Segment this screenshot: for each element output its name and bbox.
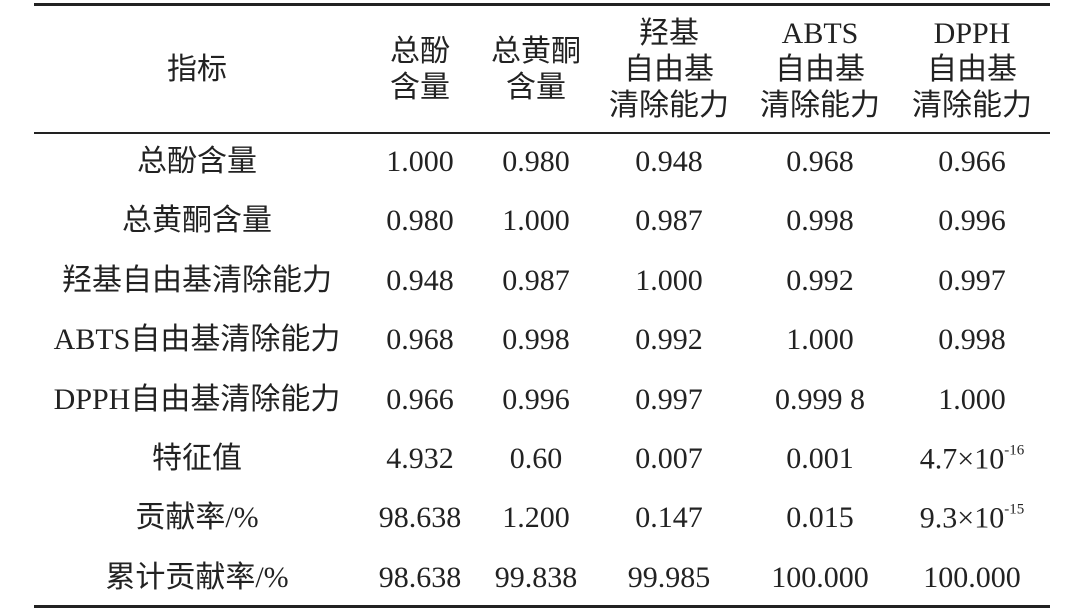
row-label: 羟基自由基清除能力 <box>62 263 332 297</box>
cell: 0.980 <box>386 204 454 238</box>
row-label: DPPH自由基清除能力 <box>53 382 341 416</box>
cell: 0.147 <box>635 501 703 535</box>
cell: 0.948 <box>635 145 703 178</box>
cell: 98.638 <box>378 501 462 535</box>
cell: 1.200 <box>502 501 570 535</box>
row-label: 总酚含量 <box>137 145 257 178</box>
cell: 0.998 <box>786 204 854 238</box>
cell: 0.998 <box>502 323 570 357</box>
header-cell: 清除能力 <box>609 89 729 122</box>
cell: 1.000 <box>786 323 854 357</box>
cell: 1.000 <box>938 382 1006 416</box>
cell: 0.997 <box>938 263 1006 297</box>
superscript: -16 <box>1004 442 1025 459</box>
cell: 0.987 <box>635 204 703 238</box>
header-cell: 总酚 <box>390 35 450 68</box>
header-cell: 清除能力 <box>760 89 880 122</box>
cell: 99.838 <box>494 560 578 594</box>
cell: 99.985 <box>627 560 711 594</box>
cell: 0.60 <box>509 442 563 475</box>
superscript: -15 <box>1004 501 1025 518</box>
row-label: 特征值 <box>152 442 242 475</box>
header-cell: 指标 <box>167 53 227 86</box>
cell: 0.968 <box>786 145 854 178</box>
cell: 0.999 8 <box>775 382 865 416</box>
cell: 100.000 <box>923 560 1021 594</box>
cell: 9.3×10-15 <box>919 501 1025 535</box>
cell: 0.948 <box>386 263 454 297</box>
cell: 1.000 <box>386 145 454 178</box>
header-cell: 含量 <box>390 71 450 104</box>
cell: 0.966 <box>938 145 1006 178</box>
cell: 0.996 <box>502 382 570 416</box>
cell: 1.000 <box>502 204 570 238</box>
cell: 0.997 <box>635 382 703 416</box>
header-cell: 自由基 <box>775 53 865 86</box>
header-cell: 自由基 <box>927 53 1017 86</box>
top-rule <box>34 3 1050 6</box>
bottom-rule <box>34 605 1050 608</box>
cell: 0.968 <box>386 323 454 357</box>
row-label: 贡献率/% <box>135 501 259 535</box>
header-cell: ABTS <box>781 17 859 50</box>
row-label: 总黄酮含量 <box>122 204 272 238</box>
cell: 1.000 <box>635 263 703 297</box>
header-cell: 自由基 <box>624 53 714 86</box>
row-label: ABTS自由基清除能力 <box>53 323 341 357</box>
cell: 0.992 <box>635 323 703 357</box>
cell: 0.987 <box>502 263 570 297</box>
cell: 0.980 <box>502 145 570 178</box>
cell: 98.638 <box>378 560 462 594</box>
cell: 0.966 <box>386 382 454 416</box>
cell: 0.992 <box>786 263 854 297</box>
row-label: 累计贡献率/% <box>105 560 289 594</box>
header-cell: 含量 <box>506 71 566 104</box>
cell: 0.015 <box>786 501 854 535</box>
cell: 0.001 <box>786 442 854 475</box>
cell: 4.932 <box>386 442 454 475</box>
header-rule <box>34 132 1050 134</box>
cell: 0.998 <box>938 323 1006 357</box>
cell: 0.007 <box>635 442 703 475</box>
header-cell: 清除能力 <box>912 89 1032 122</box>
header-cell: DPPH <box>933 17 1011 50</box>
cell: 4.7×10-16 <box>919 442 1025 476</box>
header-cell: 总黄酮 <box>491 35 581 68</box>
cell: 100.000 <box>771 560 869 594</box>
cell: 0.996 <box>938 204 1006 238</box>
header-cell: 羟基 <box>639 17 699 50</box>
